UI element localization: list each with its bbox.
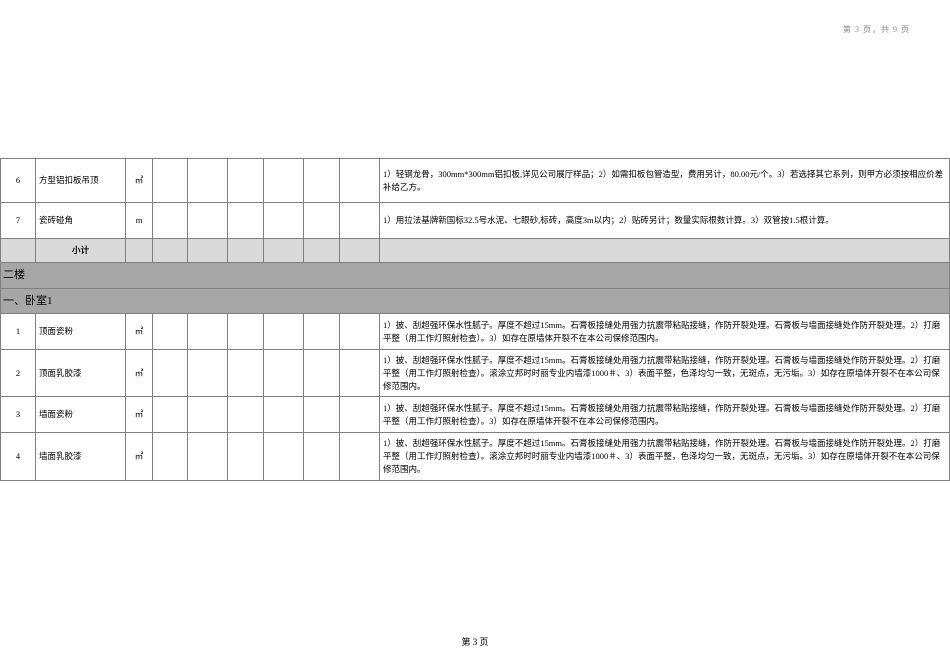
- table-row: 1顶面瓷粉㎡ 1）披、刮超强环保水性腻子。厚度不超过15mm。石膏板接缝处用强力抗…: [1, 314, 950, 350]
- cell-blank: [228, 314, 264, 350]
- cell-blank: [228, 433, 264, 480]
- cell-blank: [188, 159, 228, 203]
- section-header: 二楼: [1, 263, 950, 289]
- cell-unit: ㎡: [126, 397, 153, 433]
- cell-blank: [304, 433, 340, 480]
- cell-idx: 1: [1, 314, 36, 350]
- cell-blank: [340, 159, 380, 203]
- cell-blank: [264, 350, 304, 397]
- cell-unit: m: [126, 203, 153, 239]
- table-row: 小计: [1, 239, 950, 263]
- cell-blank: [153, 203, 188, 239]
- cell-blank: [126, 239, 153, 263]
- cell-blank: [340, 350, 380, 397]
- cell-blank: [1, 239, 36, 263]
- cell-blank: [188, 314, 228, 350]
- page-footer: 第 3 页: [0, 635, 950, 648]
- cell-blank: [264, 159, 304, 203]
- cell-blank: [340, 397, 380, 433]
- cell-blank: [188, 350, 228, 397]
- cell-item: 顶面瓷粉: [36, 314, 126, 350]
- cell-item: 墙面乳胶漆: [36, 433, 126, 480]
- cell-idx: 7: [1, 203, 36, 239]
- section-header: 一、卧室1: [1, 288, 950, 314]
- cell-desc: 1）披、刮超强环保水性腻子。厚度不超过15mm。石膏板接缝处用强力抗震带粘贴接缝…: [380, 350, 950, 397]
- page-header: 第 3 页，共 9 页: [843, 24, 910, 35]
- cell-blank: [153, 314, 188, 350]
- cell-idx: 6: [1, 159, 36, 203]
- cell-item: 方型铝扣板吊顶: [36, 159, 126, 203]
- cell-blank: [153, 159, 188, 203]
- table-row: 3墙面瓷粉㎡ 1）披、刮超强环保水性腻子。厚度不超过15mm。石膏板接缝处用强力抗…: [1, 397, 950, 433]
- cell-item: 顶面乳胶漆: [36, 350, 126, 397]
- cell-unit: ㎡: [126, 314, 153, 350]
- cell-blank: [340, 203, 380, 239]
- cell-blank: [228, 397, 264, 433]
- cell-blank: [264, 314, 304, 350]
- cell-blank: [340, 433, 380, 480]
- cell-blank: [380, 239, 950, 263]
- cell-blank: [264, 397, 304, 433]
- cell-blank: [304, 350, 340, 397]
- cell-desc: 1）披、刮超强环保水性腻子。厚度不超过15mm。石膏板接缝处用强力抗震带粘贴接缝…: [380, 397, 950, 433]
- cell-blank: [264, 239, 304, 263]
- cell-blank: [304, 159, 340, 203]
- cell-desc: 1）披、刮超强环保水性腻子。厚度不超过15mm。石膏板接缝处用强力抗震带粘贴接缝…: [380, 433, 950, 480]
- quotation-table: 6方型铝扣板吊顶㎡1）轻钢龙骨，300mm*300mm铝扣板,详见公司展厅样品；…: [0, 158, 950, 481]
- table-row: 4墙面乳胶漆㎡ 1）披、刮超强环保水性腻子。厚度不超过15mm。石膏板接缝处用强力…: [1, 433, 950, 480]
- cell-blank: [153, 239, 188, 263]
- cell-blank: [228, 159, 264, 203]
- table-row: 2顶面乳胶漆㎡ 1）披、刮超强环保水性腻子。厚度不超过15mm。石膏板接缝处用强力…: [1, 350, 950, 397]
- cell-item: 瓷砖碰角: [36, 203, 126, 239]
- table-row: 二楼: [1, 263, 950, 289]
- cell-blank: [188, 433, 228, 480]
- cell-blank: [153, 433, 188, 480]
- cell-blank: [228, 350, 264, 397]
- cell-blank: [304, 397, 340, 433]
- cell-blank: [228, 239, 264, 263]
- cell-desc: 1）披、刮超强环保水性腻子。厚度不超过15mm。石膏板接缝处用强力抗震带粘贴接缝…: [380, 314, 950, 350]
- cell-desc: 1）轻钢龙骨，300mm*300mm铝扣板,详见公司展厅样品；2）如需扣板包管造…: [380, 159, 950, 203]
- cell-blank: [153, 397, 188, 433]
- cell-blank: [153, 350, 188, 397]
- cell-blank: [188, 397, 228, 433]
- cell-unit: ㎡: [126, 350, 153, 397]
- cell-blank: [188, 203, 228, 239]
- cell-blank: [304, 203, 340, 239]
- cell-idx: 4: [1, 433, 36, 480]
- cell-item: 墙面瓷粉: [36, 397, 126, 433]
- cell-blank: [340, 314, 380, 350]
- subtotal-label: 小计: [36, 239, 126, 263]
- cell-idx: 2: [1, 350, 36, 397]
- cell-blank: [264, 203, 304, 239]
- cell-blank: [228, 203, 264, 239]
- cell-blank: [188, 239, 228, 263]
- cell-blank: [264, 433, 304, 480]
- cell-blank: [304, 314, 340, 350]
- cell-blank: [304, 239, 340, 263]
- cell-idx: 3: [1, 397, 36, 433]
- cell-unit: ㎡: [126, 159, 153, 203]
- cell-unit: ㎡: [126, 433, 153, 480]
- table-row: 6方型铝扣板吊顶㎡ 1）轻钢龙骨，300mm*300mm铝扣板,详见公司展厅样品；…: [1, 159, 950, 203]
- cell-desc: 1）用拉法基牌新国标32.5号水泥、七眼砂,标砖，高度3m以内；2）贴砖另计；数…: [380, 203, 950, 239]
- table-row: 7瓷砖碰角m 1）用拉法基牌新国标32.5号水泥、七眼砂,标砖，高度3m以内；2）…: [1, 203, 950, 239]
- cell-blank: [340, 239, 380, 263]
- table-row: 一、卧室1: [1, 288, 950, 314]
